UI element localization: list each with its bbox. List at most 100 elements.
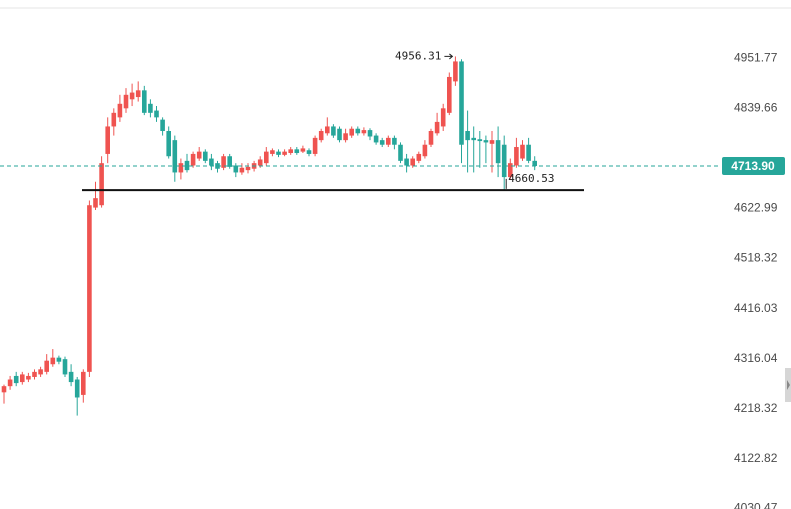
candle-body [264,151,269,164]
candle-body [325,126,330,134]
candle-body [148,103,153,113]
candle-body [93,198,98,208]
candle-body [135,90,141,98]
y-tick-label: 4122.82 [734,451,778,465]
candle-body [123,94,129,109]
candle-body [465,131,470,141]
candle-body [434,121,440,134]
y-tick-label: 4622.99 [734,201,778,215]
candle-body [13,375,19,384]
candle-body [428,131,434,145]
candle-body [288,149,293,154]
candle-body [361,130,367,134]
candle-body [99,163,104,206]
candle-body [196,151,202,159]
candle-body [1,386,7,393]
candle-body [50,357,56,365]
candle-body [32,371,37,377]
candle-body [20,374,25,383]
min-annotation: 4660.53 [508,172,554,185]
y-tick-label: 4030.47 [734,500,778,509]
candle-body [489,140,495,144]
candle-body [154,110,159,118]
candle-body [379,140,385,145]
candle-body [367,130,373,137]
y-tick-label: 4218.32 [734,401,778,415]
candle-body [38,369,43,375]
candle-body [459,61,464,145]
candle-body [453,61,458,82]
candle-body [483,140,489,143]
candle-body [142,90,147,113]
candle-body [245,166,251,171]
candle-body [26,375,31,380]
candle-body [276,151,281,155]
candle-body [495,140,501,164]
last-price-label: 4713.90 [731,159,775,173]
candle-body [300,148,306,152]
candle-body [172,140,178,173]
candle-body [160,119,165,132]
candle-body [270,150,275,154]
candle-body [166,131,171,157]
y-tick-label: 4951.77 [734,51,778,65]
candle-body [184,160,190,171]
candle-body [508,163,513,178]
candle-body [520,144,525,159]
candle-body [416,153,422,161]
candle-body [203,151,208,161]
candle-body [239,167,245,173]
candle-body [410,158,415,166]
candle-body [440,108,446,127]
candle-body [111,112,117,127]
y-tick-label: 4416.03 [734,301,778,315]
candle-body [422,144,428,157]
candle-body [532,160,537,166]
last-price-box [722,156,785,175]
candle-body [355,128,361,134]
candle-body [337,128,342,141]
candle-body [221,156,226,168]
max-annotation: 4956.31 [395,49,441,62]
candle-body [68,371,74,383]
candle-body [178,163,184,173]
candle-body [349,128,354,136]
candle-body [294,149,300,154]
candle-body [398,144,403,161]
candle-body [471,137,476,141]
candle-body [105,126,110,154]
candle-body [514,147,519,166]
y-tick-label: 4839.66 [734,101,778,115]
candle-body [190,153,196,166]
y-tick-label: 4518.32 [734,251,778,265]
candle-body [343,133,348,141]
y-tick-label: 4316.04 [734,351,778,365]
candle-body [74,379,80,398]
candle-body [56,357,62,362]
candle-body [386,137,391,145]
candle-body [87,205,92,372]
candle-body [373,135,379,143]
candle-body [129,92,135,100]
candle-body [282,151,287,155]
candle-body [44,360,49,372]
candle-body [257,159,263,166]
candle-body [318,131,324,141]
candle-body [392,137,397,145]
candle-body [209,158,214,166]
candle-body [227,156,232,167]
candle-body [501,144,507,178]
candle-body [331,126,336,136]
candle-body [447,76,452,113]
max-arrow [444,53,454,60]
candle-body [81,371,86,395]
candle-body [306,150,312,154]
candle-body [117,103,123,118]
candle-body [477,139,483,142]
candle-body [404,158,409,166]
candle-body [62,359,68,375]
candle-body [526,144,531,161]
side-handle-arrow [787,380,790,390]
candle-body [233,165,239,173]
